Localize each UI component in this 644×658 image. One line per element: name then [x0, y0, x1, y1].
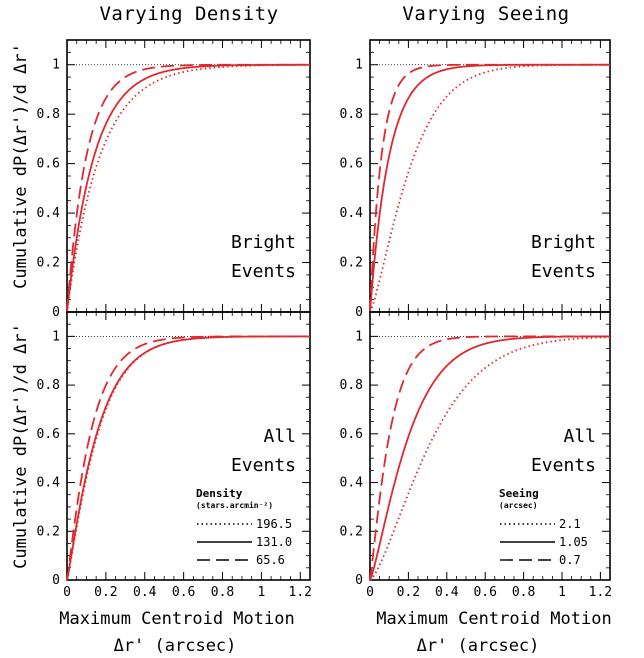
y-tick-label: 0.6: [340, 427, 363, 442]
legend-subtitle: (arcsec): [499, 501, 538, 510]
series-line-solid: [66, 63, 310, 313]
x-tick-label: 0.4: [133, 585, 157, 600]
x-tick-label: 1.2: [289, 585, 312, 600]
y-tick-label: 0.4: [340, 476, 364, 491]
legend-label: 2.1: [559, 517, 581, 531]
y-tick-label: 0: [355, 305, 363, 320]
y-tick-label: 1: [355, 58, 363, 73]
ylabel-top: Cumulative dP(Δr')/d Δr': [11, 43, 31, 289]
series-line-dotted: [369, 336, 611, 581]
legend-label: 65.6: [256, 553, 285, 567]
y-tick-label: 0: [52, 305, 60, 320]
legend-label: 1.05: [559, 535, 588, 549]
series-line-dashed: [66, 335, 310, 581]
y-tick-label: 1: [355, 329, 363, 344]
y-tick-label: 0: [52, 573, 60, 588]
legend-title: Seeing: [499, 487, 539, 500]
x-tick-label: 0.8: [211, 585, 234, 600]
title-varying-density: Varying Density: [99, 3, 278, 25]
panel-top-left: 0 0.2 0.4 0.6 0.8 1 Bright Events: [37, 39, 311, 320]
y-tick-label: 0.4: [340, 206, 364, 221]
panel-annotation: Events: [231, 455, 296, 476]
y-tick-label: 0.2: [37, 256, 60, 271]
panel-annotation: Events: [531, 261, 596, 282]
title-varying-seeing: Varying Seeing: [402, 3, 569, 25]
series-line-dashed: [66, 63, 310, 313]
x-tick-label: 0.2: [94, 585, 117, 600]
y-tick-label: 0.6: [37, 157, 60, 172]
y-tick-label: 0.8: [340, 107, 363, 122]
y-tick-label: 1: [52, 329, 60, 344]
panel-annotation: Bright: [231, 232, 296, 253]
y-tick-label: 0.8: [340, 378, 363, 393]
panel-bottom-left: 0 0.2 0.4 0.6 0.8 1 0 0.2 0.4 0.6 0.8 1 1.2 All Events…: [37, 311, 312, 600]
legend-label: 196.5: [256, 517, 292, 531]
panel-bottom-right: 0 0.2 0.4 0.6 0.8 1 0 0.2 0.4 0.6 0.8 1 1.2 All Events…: [340, 311, 612, 600]
y-tick-label: 0.8: [37, 107, 60, 122]
panel-top-right: 0 0.2 0.4 0.6 0.8 1 Bright Events: [340, 39, 611, 320]
ylabel-bottom: Cumulative dP(Δr')/d Δr': [11, 323, 31, 569]
xlabel-left-line2: Δr' (arcsec): [114, 636, 237, 656]
panel-annotation: Bright: [531, 232, 596, 253]
x-tick-label: 0.2: [397, 585, 420, 600]
y-tick-label: 0.4: [37, 476, 61, 491]
xlabel-right-line1: Maximum Centroid Motion: [376, 609, 611, 629]
xlabel-right-line2: Δr' (arcsec): [417, 636, 540, 656]
y-tick-label: 0.6: [340, 157, 363, 172]
x-tick-label: 0: [366, 585, 374, 600]
panel-annotation: All: [263, 426, 296, 447]
panel-annotation: Events: [231, 261, 296, 282]
panel-annotation: Events: [531, 455, 596, 476]
legend-title: Density: [196, 487, 243, 500]
series-line-dashed: [369, 335, 610, 581]
y-tick-label: 0.2: [37, 524, 60, 539]
x-tick-label: 0: [63, 585, 71, 600]
x-tick-label: 0.8: [512, 585, 535, 600]
legend-label: 0.7: [559, 553, 581, 567]
xlabel-left-line1: Maximum Centroid Motion: [59, 609, 294, 629]
x-tick-label: 0.6: [172, 585, 195, 600]
y-tick-label: 0.4: [37, 206, 61, 221]
x-tick-label: 0.6: [473, 585, 496, 600]
x-tick-label: 1: [558, 585, 566, 600]
series-line-dashed: [369, 63, 610, 313]
x-tick-label: 1.2: [589, 585, 612, 600]
legend-label: 131.0: [256, 535, 292, 549]
legend-subtitle: (stars.arcmin⁻²): [196, 500, 273, 510]
y-tick-label: 0.6: [37, 427, 60, 442]
y-tick-label: 1: [52, 58, 60, 73]
x-tick-label: 1: [257, 585, 265, 600]
y-tick-label: 0.8: [37, 378, 60, 393]
y-tick-label: 0.2: [340, 256, 363, 271]
x-tick-label: 0.4: [435, 585, 459, 600]
y-tick-label: 0: [355, 573, 363, 588]
y-tick-label: 0.2: [340, 524, 363, 539]
panel-annotation: All: [563, 426, 596, 447]
